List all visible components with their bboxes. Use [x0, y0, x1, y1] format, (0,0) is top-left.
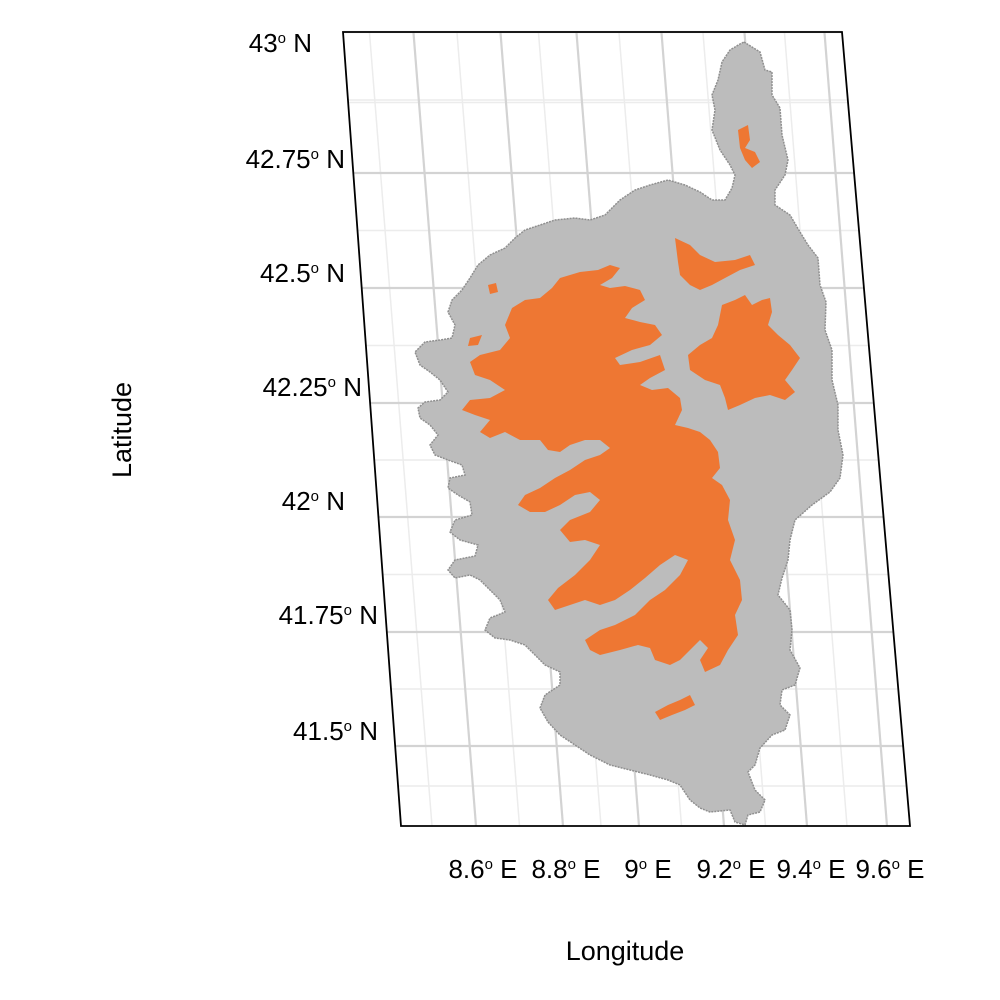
y-axis-title: Latitude	[107, 382, 137, 478]
highlight-region-cape	[738, 125, 760, 168]
latitude-tick-label: 42.5o N	[260, 258, 345, 288]
longitude-tick-label: 9o E	[624, 854, 671, 884]
latitude-tick-label: 41.75o N	[279, 600, 378, 630]
latitude-tick-labels: 43o N 42.75o N 42.5o N 42.25o N 42o N 41.75o …	[246, 28, 378, 746]
highlight-region-northeast	[675, 238, 755, 290]
highlight-region-central	[462, 265, 742, 672]
map-frame	[342, 31, 911, 827]
highlight-region-west-patch	[488, 283, 498, 294]
latitude-tick-label: 42o N	[282, 486, 345, 516]
longitude-tick-label: 8.8o E	[531, 854, 600, 884]
longitude-gridline	[823, 31, 889, 827]
highlight-region-east	[688, 295, 800, 410]
map-frame-border	[342, 31, 911, 827]
longitude-tick-label: 9.2o E	[696, 854, 765, 884]
longitude-tick-label: 9.4o E	[776, 854, 845, 884]
longitude-minor-gridline	[368, 31, 433, 827]
x-axis-title: Longitude	[566, 936, 685, 966]
highlight-region-south	[655, 695, 695, 720]
longitude-tick-labels: 8.6o E 8.8o E 9o E 9.2o E 9.4o E 9.6o E	[448, 854, 924, 884]
highlighted-areas	[462, 125, 800, 720]
latitude-tick-label: 41.5o N	[293, 716, 378, 746]
longitude-tick-label: 9.6o E	[855, 854, 924, 884]
longitude-tick-label: 8.6o E	[448, 854, 517, 884]
latitude-tick-label: 42.25o N	[263, 372, 362, 402]
latitude-tick-label: 43o N	[249, 28, 312, 58]
highlight-region-west-strip	[468, 335, 482, 346]
latitude-tick-label: 42.75o N	[246, 144, 345, 174]
